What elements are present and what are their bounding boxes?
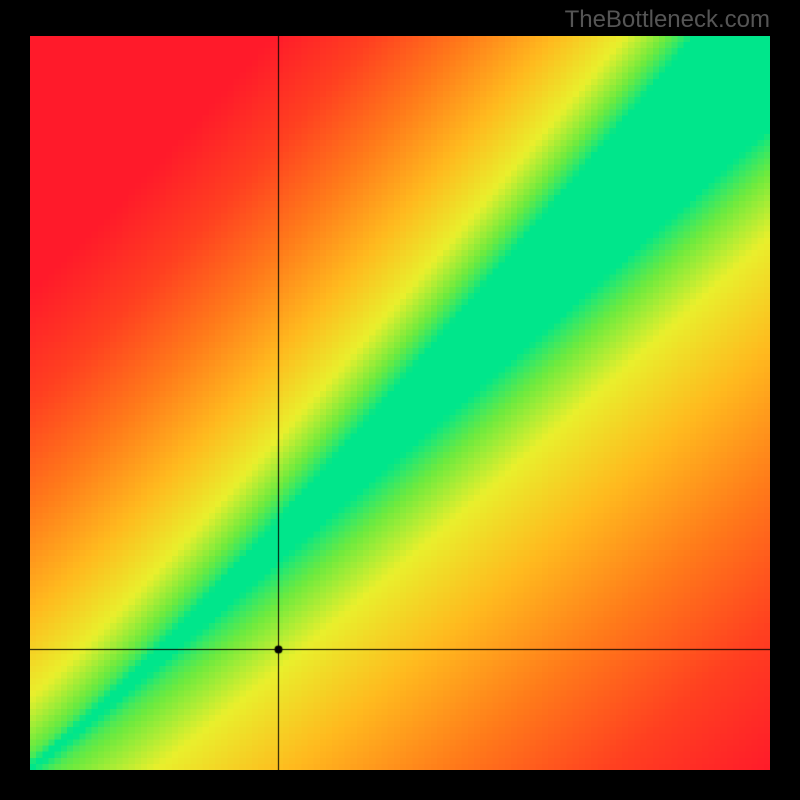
watermark-text: TheBottleneck.com: [565, 6, 770, 34]
crosshair-overlay: [30, 36, 770, 770]
chart-container: TheBottleneck.com: [0, 0, 800, 800]
